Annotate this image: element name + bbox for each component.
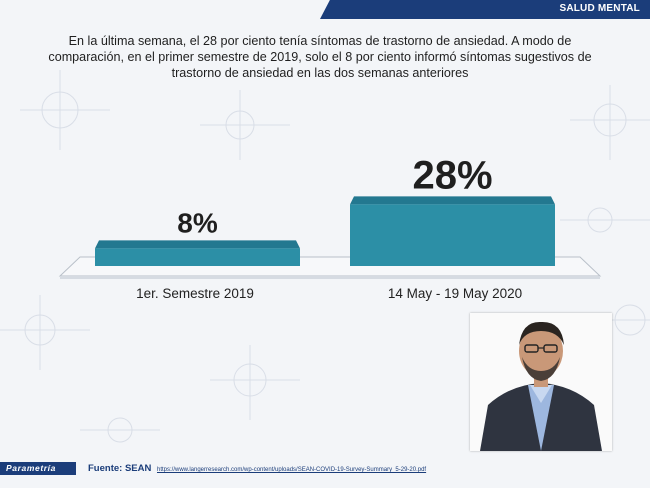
category-label-0: 1er. Semestre 2019 [136, 286, 254, 301]
bar-1 [350, 204, 555, 266]
section-tag: SALUD MENTAL [320, 0, 650, 19]
presenter-photo [470, 313, 612, 451]
person-icon [470, 313, 612, 451]
brand-logo: Parametría [6, 463, 56, 473]
bar-0 [95, 248, 300, 266]
bar-top-0 [95, 240, 300, 249]
brand-footer: Parametría [0, 462, 76, 475]
source-label: Fuente: SEAN [88, 463, 152, 474]
data-label-0: 8% [177, 207, 218, 238]
source-note: Fuente: SEAN https://www.langerresearch.… [88, 463, 426, 474]
chart-subtitle: En la última semana, el 28 por ciento te… [48, 34, 592, 80]
chart-floor-edge [60, 276, 600, 279]
data-label-1: 28% [412, 153, 492, 197]
category-label-1: 14 May - 19 May 2020 [388, 286, 522, 301]
source-link[interactable]: https://www.langerresearch.com/wp-conten… [156, 467, 427, 473]
bar-top-1 [350, 196, 555, 205]
section-tag-label: SALUD MENTAL [559, 3, 640, 14]
